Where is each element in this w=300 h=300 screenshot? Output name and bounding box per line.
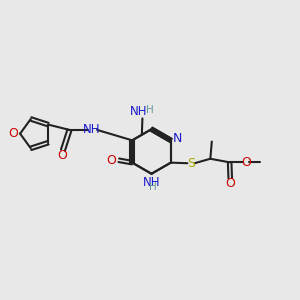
Text: O: O	[241, 156, 251, 169]
Text: H: H	[146, 104, 154, 115]
Text: H: H	[148, 182, 156, 192]
Text: NH: NH	[83, 122, 101, 136]
Text: O: O	[9, 127, 19, 140]
Text: O: O	[107, 154, 117, 167]
Text: N: N	[172, 132, 182, 146]
Text: S: S	[187, 157, 195, 170]
Text: NH: NH	[143, 176, 160, 189]
Text: O: O	[225, 177, 235, 190]
Text: NH: NH	[130, 105, 148, 119]
Text: O: O	[57, 149, 67, 162]
